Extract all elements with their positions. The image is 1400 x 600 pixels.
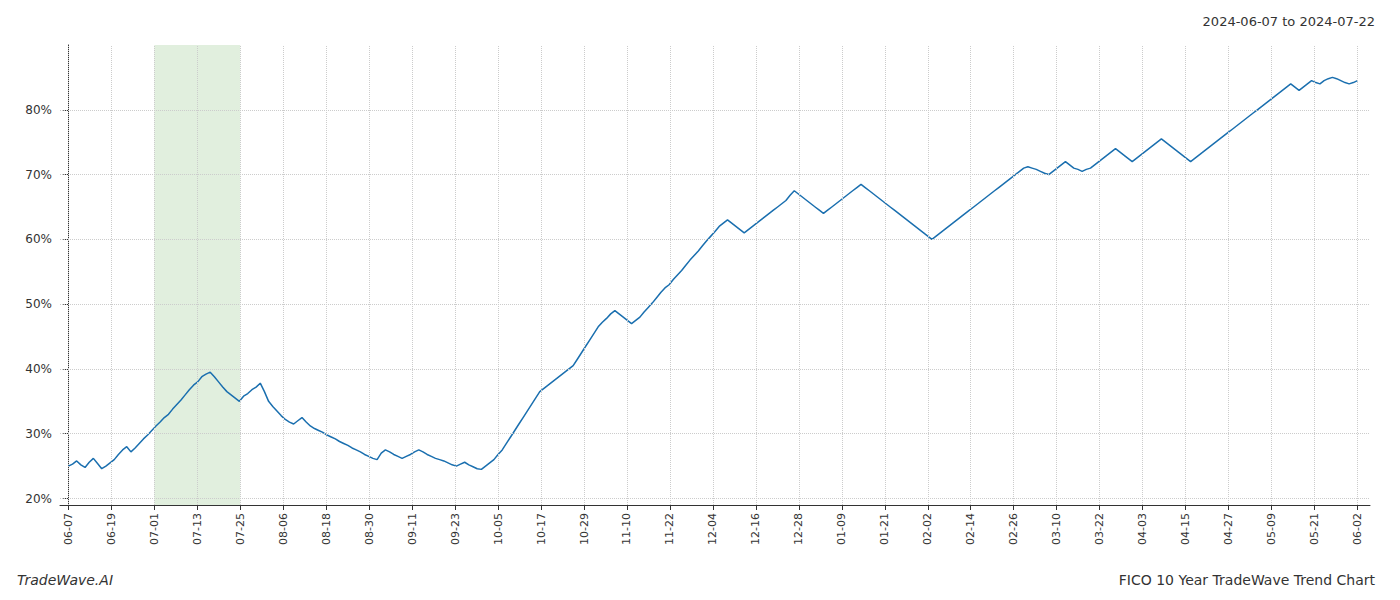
svg-text:07-25: 07-25 xyxy=(234,513,247,545)
svg-text:2024-06-07 to 2024-07-22: 2024-06-07 to 2024-07-22 xyxy=(1203,14,1375,29)
svg-text:TradeWave.AI: TradeWave.AI xyxy=(17,572,113,588)
svg-text:05-09: 05-09 xyxy=(1265,513,1278,545)
svg-text:09-11: 09-11 xyxy=(406,513,419,545)
svg-text:06-07: 06-07 xyxy=(62,513,75,545)
svg-text:70%: 70% xyxy=(25,168,52,182)
svg-text:08-06: 08-06 xyxy=(277,513,290,545)
svg-text:07-01: 07-01 xyxy=(148,513,161,545)
svg-text:04-27: 04-27 xyxy=(1222,513,1235,545)
svg-text:02-14: 02-14 xyxy=(964,513,977,545)
svg-text:60%: 60% xyxy=(25,232,52,246)
svg-text:12-04: 12-04 xyxy=(706,513,719,545)
svg-text:02-02: 02-02 xyxy=(921,513,934,545)
svg-text:10-17: 10-17 xyxy=(535,513,548,545)
svg-text:07-13: 07-13 xyxy=(191,513,204,545)
svg-text:12-28: 12-28 xyxy=(792,513,805,545)
svg-text:03-22: 03-22 xyxy=(1093,513,1106,545)
svg-text:50%: 50% xyxy=(25,297,52,311)
svg-text:04-15: 04-15 xyxy=(1179,513,1192,545)
svg-text:11-10: 11-10 xyxy=(620,513,633,545)
svg-text:01-21: 01-21 xyxy=(878,513,891,545)
svg-text:08-18: 08-18 xyxy=(320,513,333,545)
svg-text:06-19: 06-19 xyxy=(105,513,118,545)
svg-text:04-03: 04-03 xyxy=(1136,513,1149,545)
svg-text:80%: 80% xyxy=(25,103,52,117)
svg-text:02-26: 02-26 xyxy=(1007,513,1020,545)
svg-text:09-23: 09-23 xyxy=(449,513,462,545)
svg-text:20%: 20% xyxy=(25,492,52,506)
svg-text:11-22: 11-22 xyxy=(663,513,676,545)
svg-text:03-10: 03-10 xyxy=(1050,513,1063,545)
svg-text:30%: 30% xyxy=(25,427,52,441)
svg-text:40%: 40% xyxy=(25,362,52,376)
svg-text:01-09: 01-09 xyxy=(835,513,848,545)
svg-text:06-02: 06-02 xyxy=(1351,513,1364,545)
svg-text:08-30: 08-30 xyxy=(363,513,376,545)
svg-text:10-05: 10-05 xyxy=(492,513,505,545)
svg-text:05-21: 05-21 xyxy=(1308,513,1321,545)
svg-text:10-29: 10-29 xyxy=(578,513,591,545)
svg-text:FICO 10 Year TradeWave Trend C: FICO 10 Year TradeWave Trend Chart xyxy=(1119,572,1376,588)
svg-text:12-16: 12-16 xyxy=(749,513,762,545)
